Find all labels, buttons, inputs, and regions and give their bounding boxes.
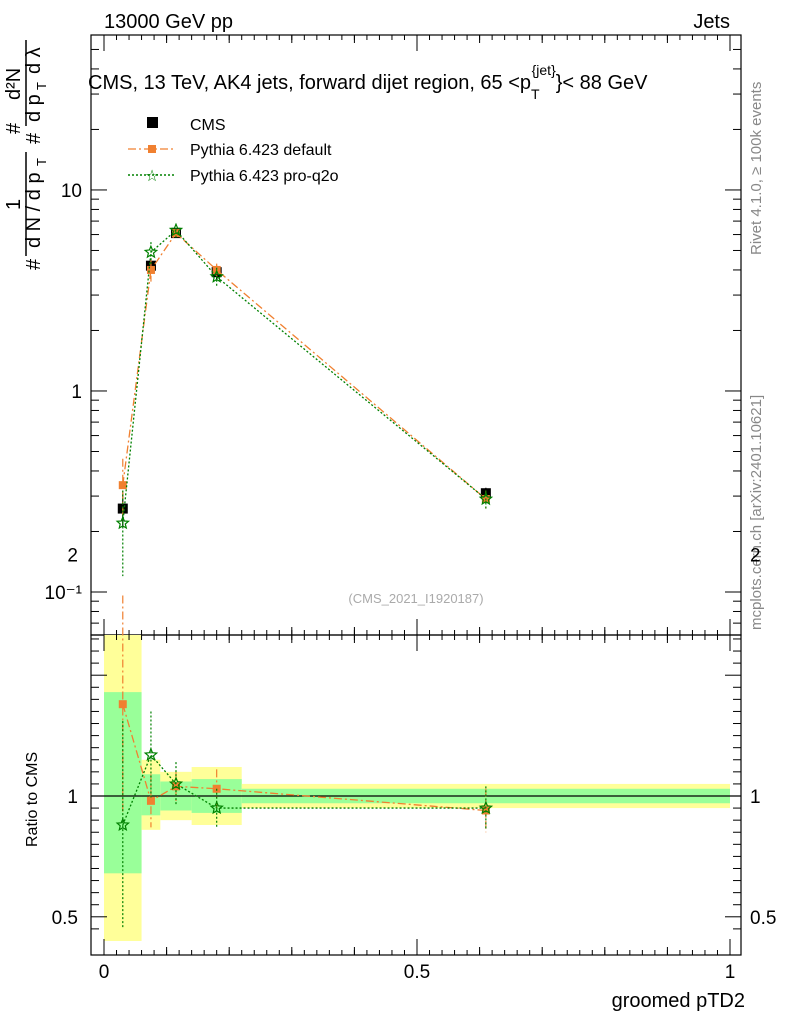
ratio-point-proq2o	[478, 800, 494, 815]
mcplots-source-label: mcplots.cern.ch [arXiv:2401.10621]	[748, 395, 765, 630]
ratio-plot-frame	[90, 634, 742, 956]
ratio-y-tick-label-right: 0.5	[750, 908, 776, 929]
legend-default-marker	[148, 145, 156, 153]
ratio-y-tick-label-right: 2	[750, 545, 761, 566]
legend-proq2o-marker: ☆	[145, 168, 159, 185]
main-y-axis-label: # d N / d p T 1 # d p T d λ d²N #	[3, 40, 49, 270]
legend-proq2o-label: Pythia 6.423 pro-q2o	[190, 168, 339, 185]
ratio-y-tick-label: 2	[67, 545, 78, 566]
svg-text:#: #	[23, 132, 45, 144]
x-tick-label: 0	[99, 962, 110, 983]
main-plot-frame	[90, 34, 742, 636]
main-series-group	[115, 222, 494, 577]
ratio-y-tick-label-right: 1	[750, 787, 761, 808]
main-point-proq2o	[478, 491, 494, 506]
ratio-y-tick-label: 1	[67, 787, 78, 808]
legend: CMS Pythia 6.423 default ☆ Pythia 6.423 …	[128, 117, 339, 185]
x-axis-label: groomed pTD2	[612, 990, 745, 1012]
ratio-point-proq2o	[143, 747, 159, 762]
main-y-tick-label: 1	[71, 382, 82, 403]
ratio-y-axis-label: Ratio to CMS	[24, 752, 41, 847]
svg-text:d²N: d²N	[3, 68, 25, 100]
svg-text:T: T	[34, 82, 49, 90]
x-tick-label: 1	[725, 962, 736, 983]
legend-cms-label: CMS	[190, 117, 226, 134]
analysis-id: (CMS_2021_I1920187)	[348, 591, 483, 606]
ratio-point-proq2o	[115, 817, 131, 832]
ratio-y-tick-label: 0.5	[52, 908, 78, 929]
main-point-proq2o	[143, 244, 159, 259]
main-series-line	[122, 232, 487, 500]
main-series-line	[122, 229, 487, 524]
svg-text:1: 1	[3, 199, 25, 210]
legend-cms-marker	[147, 117, 158, 128]
ratio-series-group	[115, 595, 494, 929]
ratio-point-default	[118, 700, 127, 709]
main-y-tick-label: 10	[61, 181, 82, 202]
category-label: Jets	[693, 11, 730, 33]
axes-ticks: 0 0.5 1 10⁻¹ 1 10 0.5 0.5 1 1 2 2	[45, 35, 776, 983]
legend-default-label: Pythia 6.423 default	[190, 142, 332, 159]
ratio-point-proq2o	[209, 800, 224, 815]
svg-text:d p: d p	[23, 94, 45, 122]
svg-text:T: T	[34, 158, 49, 166]
svg-text:d λ: d λ	[23, 47, 45, 74]
plot-title: CMS, 13 TeV, AK4 jets, forward dijet reg…	[88, 62, 648, 102]
main-point-proq2o	[168, 222, 184, 237]
ratio-point-proq2o	[168, 776, 184, 791]
main-y-tick-label: 10⁻¹	[45, 583, 83, 604]
svg-text:#: #	[3, 122, 25, 134]
svg-text:d N / d p: d N / d p	[23, 172, 45, 248]
x-tick-label: 0.5	[404, 962, 430, 983]
svg-text:#: #	[23, 258, 45, 270]
ratio-point-default	[146, 796, 155, 805]
main-point-proq2o	[209, 269, 224, 283]
main-point-default	[146, 265, 155, 274]
energy-label: 13000 GeV pp	[104, 11, 233, 33]
main-point-proq2o	[115, 515, 131, 530]
rivet-version-label: Rivet 4.1.0, ≥ 100k events	[748, 82, 765, 255]
main-point-default	[118, 481, 127, 490]
